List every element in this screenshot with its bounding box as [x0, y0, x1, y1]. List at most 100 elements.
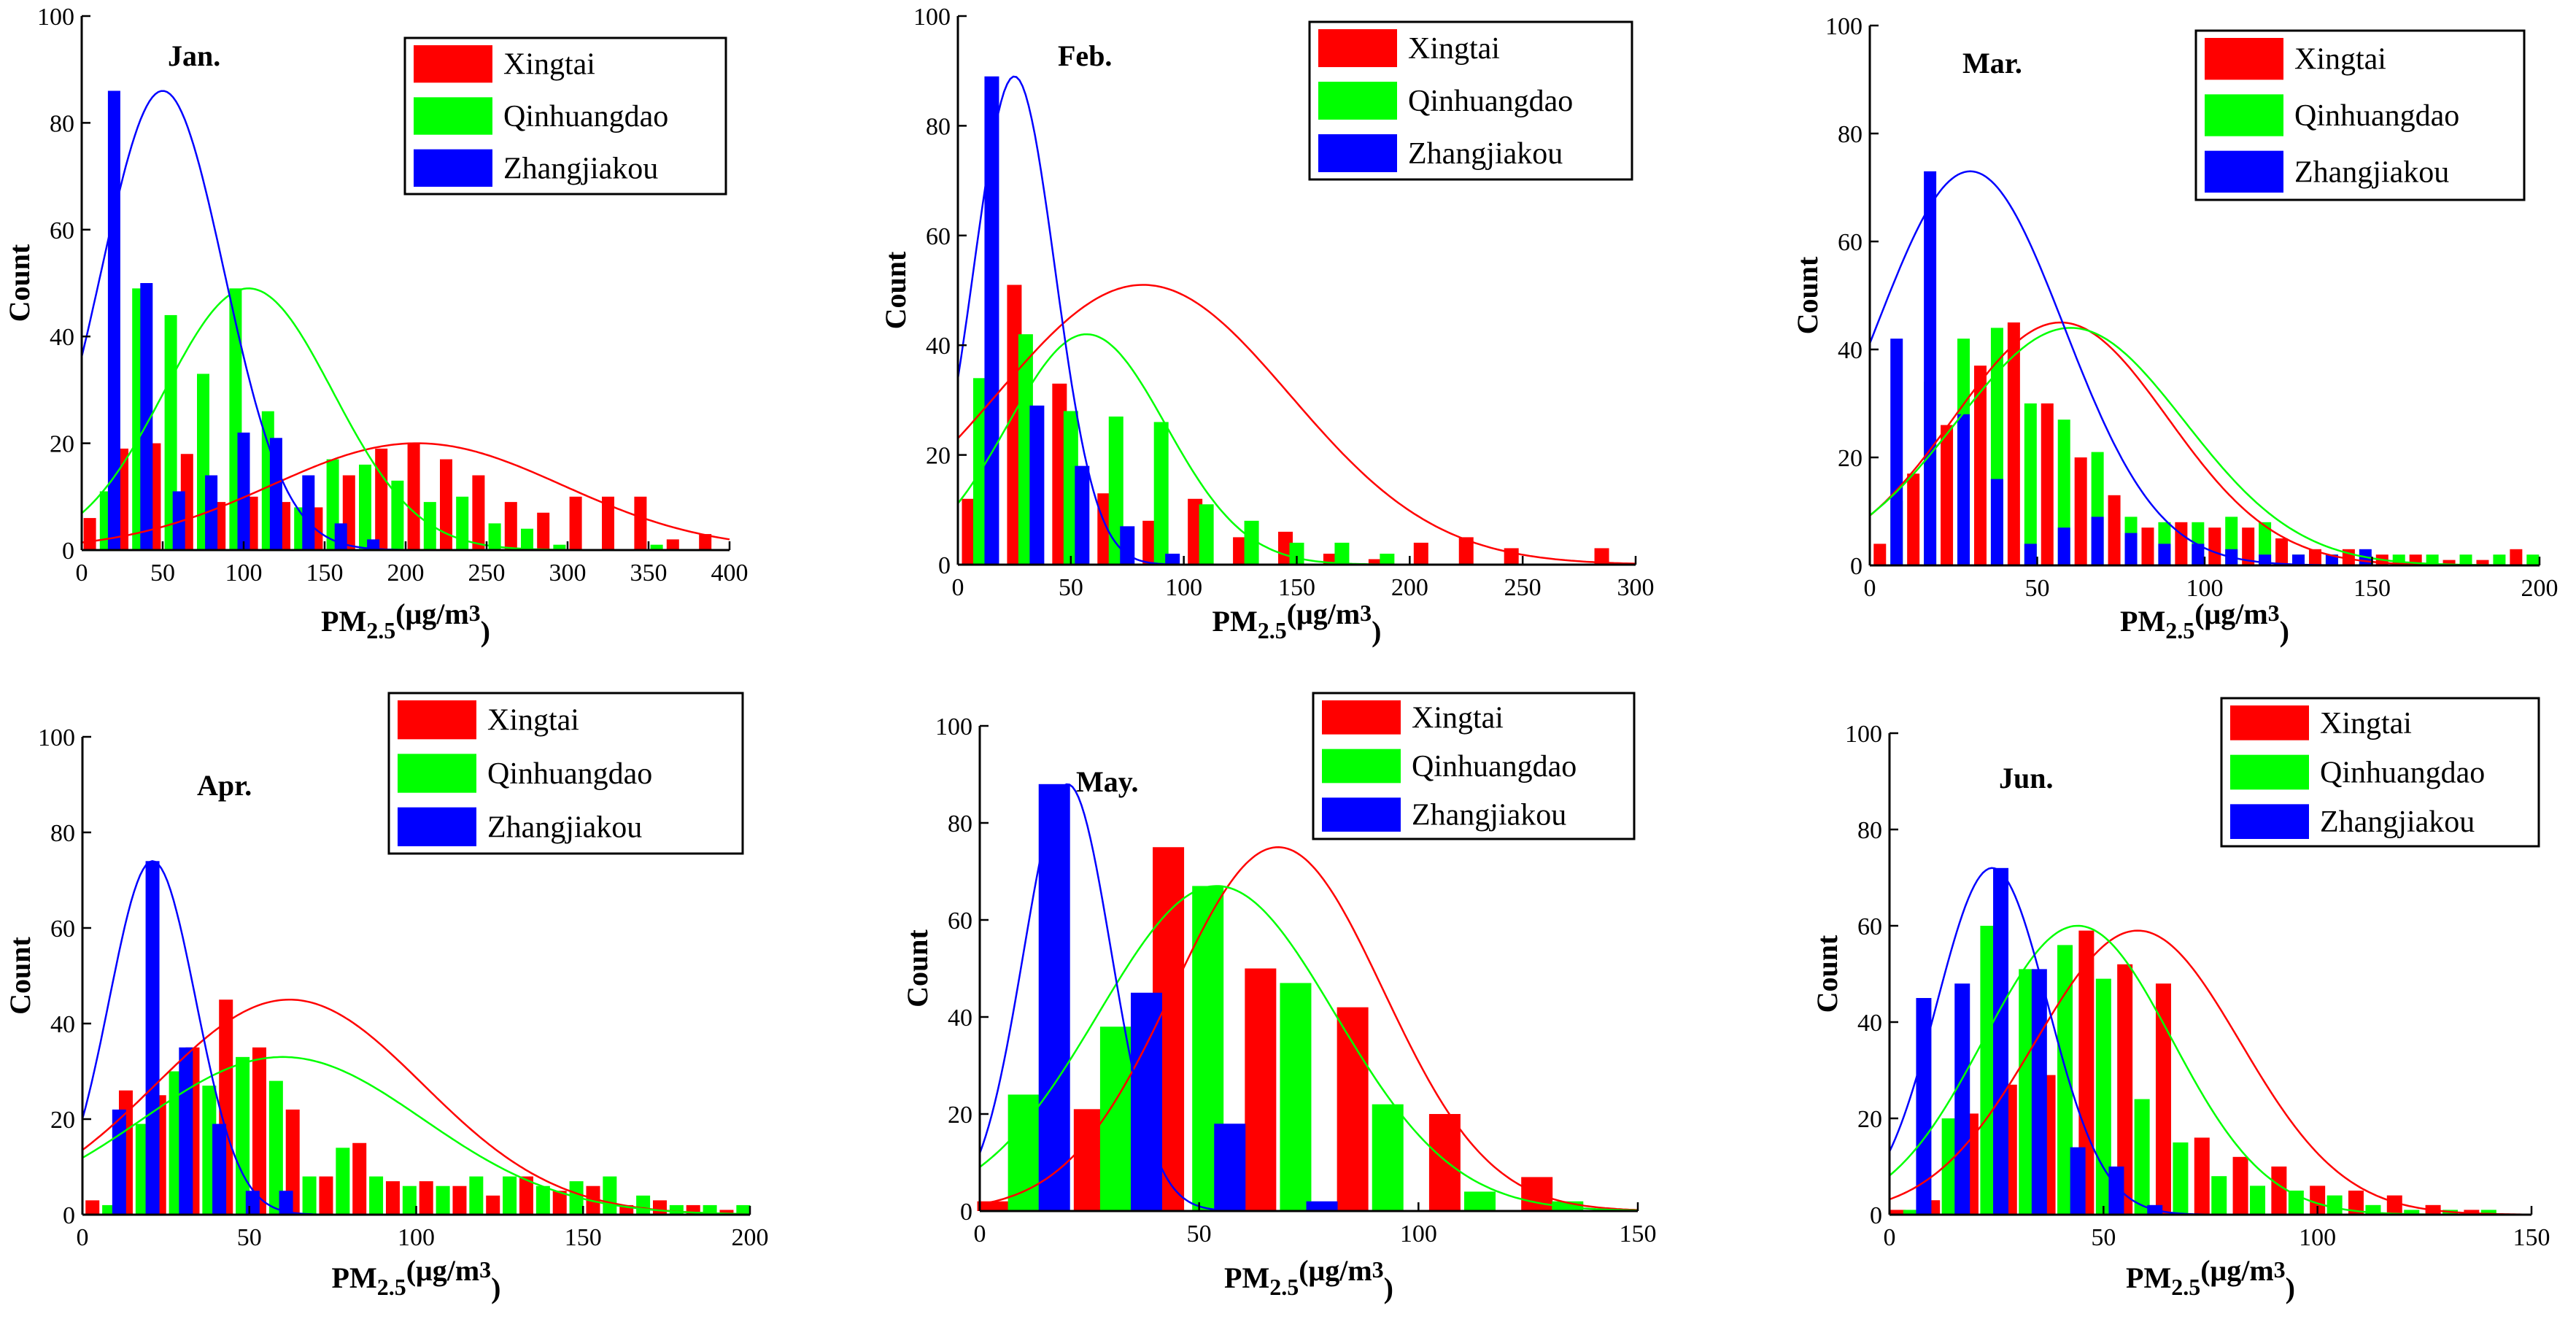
bar-zhangjiakou-8: [2158, 544, 2171, 565]
y-axis-label: Count: [3, 244, 36, 322]
legend-swatch-xingtai: [2205, 38, 2283, 80]
bar-xingtai-8: [2141, 527, 2154, 565]
x-tick-label: 300: [1617, 574, 1655, 601]
bar-zhangjiakou-0: [984, 76, 999, 565]
legend: Xingtai Qinhuangdao Zhangjiakou: [1308, 20, 1633, 181]
bar-xingtai-1: [1907, 473, 1920, 565]
y-axis-label: Count: [1811, 935, 1844, 1013]
bar-xingtai-4: [1142, 520, 1158, 565]
bar-xingtai-16: [602, 496, 614, 550]
fit-curve-zhangjiakou: [1868, 170, 2540, 567]
bar-qinhuangdao-6: [302, 1176, 317, 1215]
bar-zhangjiakou-0: [1916, 998, 1932, 1215]
legend-swatch-zhangjiakou: [398, 807, 476, 846]
x-axis-label: PM2.5(μg/m3): [2126, 1254, 2295, 1304]
bar-qinhuangdao-3: [2019, 969, 2035, 1215]
bar-zhangjiakou-5: [2057, 527, 2070, 565]
bar-qinhuangdao-6: [1244, 520, 1259, 565]
legend-swatch-qinhuangdao: [1322, 749, 1401, 784]
y-tick-label: 80: [1857, 817, 1882, 844]
legend-label-zhangjiakou: Zhangjiakou: [1408, 137, 1563, 171]
bar-xingtai-7: [2155, 983, 2171, 1215]
y-tick-label: 0: [938, 552, 951, 579]
x-axis-label: PM2.5(μg/m3): [332, 1254, 501, 1304]
bar-qinhuangdao-5: [268, 1080, 283, 1215]
bar-xingtai-8: [2194, 1137, 2210, 1215]
bar-zhangjiakou-1: [1954, 983, 1970, 1215]
x-tick-label: 300: [549, 560, 587, 587]
bar-xingtai-18: [666, 539, 679, 550]
x-tick-label: 0: [1884, 1224, 1896, 1251]
x-tick-label: 400: [711, 560, 749, 587]
y-tick-label: 40: [50, 324, 74, 351]
bar-zhangjiakou-1: [145, 861, 160, 1215]
bar-qinhuangdao-8: [369, 1176, 384, 1215]
fit-curve-xingtai: [957, 284, 1636, 565]
x-tick-label: 150: [306, 560, 344, 587]
y-tick-label: 60: [1857, 913, 1882, 940]
y-tick-label: 60: [948, 908, 972, 935]
legend: Xingtai Qinhuangdao Zhangjiakou: [2220, 697, 2540, 848]
legend-swatch-xingtai: [398, 700, 476, 740]
bar-zhangjiakou-0: [1038, 784, 1070, 1211]
bar-qinhuangdao-13: [2404, 1210, 2420, 1215]
bar-qinhuangdao-8: [2211, 1176, 2227, 1215]
bar-qinhuangdao-13: [535, 1185, 550, 1215]
y-axis-label: Count: [4, 936, 36, 1014]
month-label: May.: [1076, 765, 1139, 798]
bar-xingtai-7: [2108, 495, 2121, 565]
bar-xingtai-19: [2510, 549, 2523, 565]
y-tick-label: 0: [62, 538, 74, 565]
legend-swatch-xingtai: [1318, 29, 1397, 67]
x-tick-label: 200: [732, 1224, 769, 1251]
x-tick-label: 0: [76, 560, 88, 587]
fit-curve-xingtai: [1889, 929, 2531, 1215]
x-tick-label: 150: [2513, 1224, 2550, 1251]
bar-xingtai-14: [552, 1191, 567, 1215]
bar-xingtai-6: [285, 1109, 300, 1215]
bar-qinhuangdao-2: [1063, 411, 1078, 565]
panel-may: 0 20 40 60 80 100 0 50 100 150 Count PM2.5(μg/m3) Ma…: [901, 692, 1657, 1304]
bar-qinhuangdao-9: [1380, 553, 1395, 565]
bar-xingtai-15: [569, 496, 582, 550]
bar-qinhuangdao-14: [553, 544, 566, 550]
y-tick-label: 40: [948, 1005, 972, 1032]
x-tick-label: 50: [2025, 575, 2050, 602]
bar-xingtai-13: [519, 1176, 533, 1215]
legend-label-zhangjiakou: Zhangjiakou: [2320, 805, 2475, 839]
legend-swatch-zhangjiakou: [1318, 134, 1397, 172]
x-tick-label: 50: [2091, 1224, 2116, 1251]
bar-xingtai-10: [2208, 527, 2221, 565]
bar-xingtai-13: [2308, 549, 2321, 565]
x-tick-label: 200: [387, 560, 425, 587]
y-tick-label: 100: [1845, 721, 1882, 748]
y-tick-label: 60: [50, 916, 75, 943]
bar-zhangjiakou-8: [367, 539, 380, 550]
bar-xingtai-2: [1941, 425, 1954, 565]
x-tick-label: 100: [1165, 574, 1202, 601]
bar-qinhuangdao-17: [669, 1204, 684, 1215]
x-tick-label: 150: [1278, 574, 1315, 601]
bar-qinhuangdao-4: [1372, 1104, 1404, 1211]
bar-xingtai-5: [2041, 403, 2054, 565]
y-tick-label: 40: [1838, 337, 1863, 364]
bar-qinhuangdao-3: [1280, 983, 1312, 1211]
bar-zhangjiakou-0: [1890, 339, 1903, 565]
bar-qinhuangdao-5: [1464, 1191, 1496, 1211]
bar-qinhuangdao-9: [2250, 1185, 2266, 1215]
legend-label-zhangjiakou: Zhangjiakou: [503, 152, 658, 185]
y-tick-label: 0: [63, 1202, 75, 1229]
bar-zhangjiakou-0: [107, 90, 120, 551]
fit-curve-qinhuangdao: [82, 1056, 751, 1215]
y-tick-label: 80: [50, 820, 75, 847]
bar-xingtai-2: [1052, 383, 1067, 565]
bar-zhangjiakou-3: [212, 1123, 227, 1215]
bar-xingtai-9: [1368, 559, 1383, 565]
bar-zhangjiakou-6: [2091, 517, 2104, 565]
bar-zhangjiakou-0: [112, 1109, 126, 1215]
bar-xingtai-10: [2271, 1167, 2287, 1215]
fit-curve-xingtai: [81, 442, 730, 544]
bar-xingtai-9: [2232, 1156, 2248, 1215]
legend: Xingtai Qinhuangdao Zhangjiakou: [403, 36, 727, 196]
legend-label-qinhuangdao: Qinhuangdao: [2320, 757, 2485, 790]
